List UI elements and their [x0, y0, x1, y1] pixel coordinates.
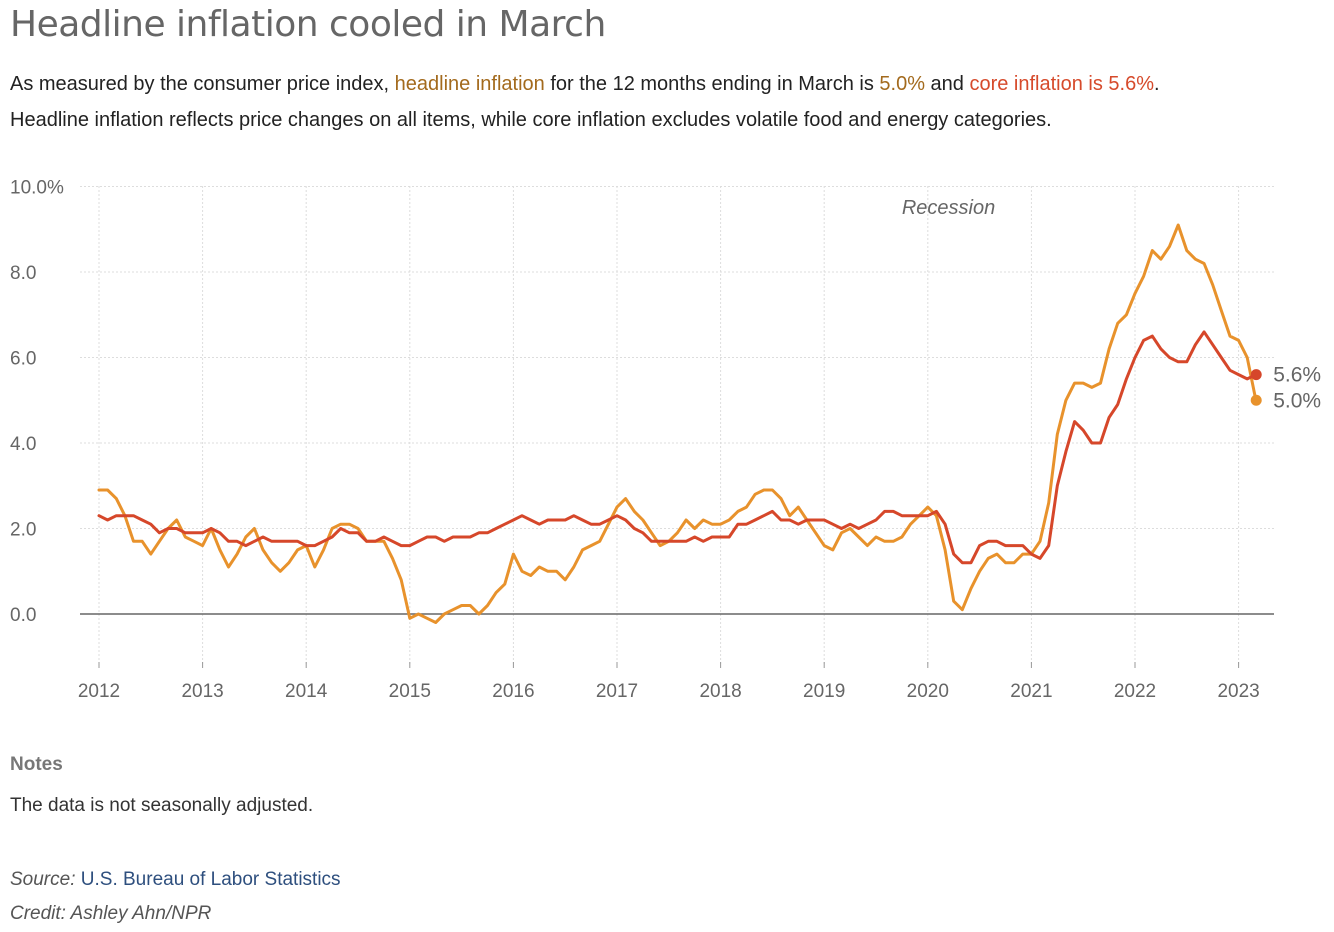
x-tick-label: 2013	[181, 681, 223, 702]
x-tick-label: 2018	[699, 681, 741, 702]
x-tick-label: 2012	[78, 681, 120, 702]
y-tick-label: 0.0	[10, 605, 36, 626]
x-tick-label: 2015	[389, 681, 431, 702]
subtitle: As measured by the consumer price index,…	[10, 66, 1330, 138]
y-tick-label: 6.0	[10, 349, 36, 370]
horizontal-gridlines	[80, 186, 1274, 615]
headline-inflation-line	[97, 223, 1258, 624]
page-title: Headline inflation cooled in March	[10, 4, 606, 45]
headline-end-label: 5.0%	[1273, 389, 1321, 412]
subtitle-text-4: .	[1154, 73, 1160, 95]
x-tick-label: 2019	[803, 681, 845, 702]
x-axis-labels: 2012 2013 2014 2015 2016 2017 2018 2019 2020 2021…	[78, 681, 1260, 702]
inflation-line-chart: 10.0%8.06.04.02.00.0 2012 2013 2014 2015 201…	[10, 178, 1321, 703]
x-tick-label: 2020	[907, 681, 949, 702]
credit-line: Credit: Ashley Ahn/NPR	[10, 903, 212, 924]
y-tick-label: 8.0	[10, 263, 36, 284]
source-link[interactable]: U.S. Bureau of Labor Statistics	[80, 869, 341, 890]
subtitle-text-3: and	[924, 73, 970, 95]
y-tick-label: 2.0	[10, 520, 36, 541]
notes-text: The data is not seasonally adjusted.	[10, 795, 314, 816]
headline-inflation-link: headline inflation	[394, 73, 545, 95]
source-label: Source:	[10, 869, 76, 890]
recession-annotation: Recession	[902, 197, 995, 219]
y-tick-label: 4.0	[10, 434, 36, 455]
source-line: Source: U.S. Bureau of Labor Statistics	[10, 869, 341, 891]
y-tick-label: 10.0%	[10, 178, 64, 199]
x-tick-label: 2023	[1217, 681, 1259, 702]
x-tick-label: 2022	[1114, 681, 1156, 702]
end-markers: 5.0%5.6%	[1250, 364, 1321, 412]
subtitle-text-2: for the 12 months ending in March is	[544, 73, 880, 95]
core-end-dot	[1250, 369, 1262, 381]
series-lines	[97, 223, 1258, 624]
headline-end-dot	[1250, 394, 1262, 406]
x-tick-label: 2021	[1010, 681, 1052, 702]
core-end-label: 5.6%	[1273, 364, 1321, 387]
x-tick-label: 2016	[492, 681, 534, 702]
headline-value: 5.0%	[879, 73, 925, 95]
notes-heading: Notes	[10, 754, 63, 775]
vertical-gridlines	[98, 186, 1240, 668]
core-inflation-line	[97, 330, 1258, 565]
subtitle-text-1: As measured by the consumer price index,	[10, 73, 395, 95]
x-tick-label: 2014	[285, 681, 328, 702]
subtitle-line-2: Headline inflation reflects price change…	[10, 109, 1052, 131]
y-axis-labels: 10.0% 8.0 6.0 4.0 2.0 0.0	[10, 178, 64, 627]
core-inflation-link: core inflation is 5.6%	[969, 73, 1155, 95]
x-tick-label: 2017	[596, 681, 638, 702]
